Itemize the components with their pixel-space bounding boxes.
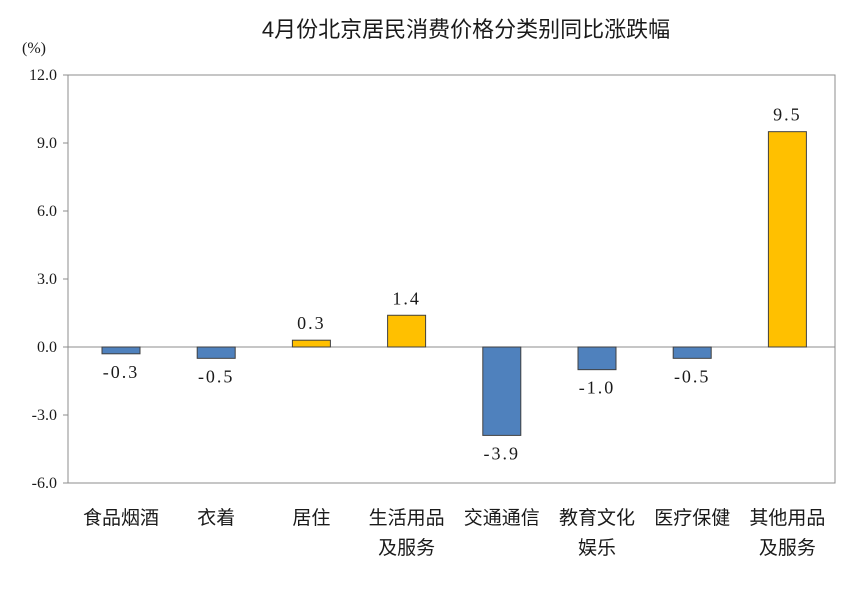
y-tick-label: 12.0 (29, 67, 57, 84)
bar-8 (767, 131, 807, 348)
data-label: -0.5 (674, 366, 711, 386)
chart-title: 4月份北京居民消费价格分类别同比涨跌幅 (262, 17, 670, 42)
data-label: 0.3 (297, 313, 326, 333)
x-category-label: 其他用品及服务 (749, 507, 825, 559)
y-tick-label: -3.0 (32, 407, 57, 424)
y-tick-label: 3.0 (37, 271, 57, 288)
data-label: -0.5 (198, 366, 235, 386)
x-category-label: 居住 (292, 507, 330, 529)
x-category-label: 食品烟酒 (83, 507, 159, 529)
bar-7 (672, 346, 712, 359)
y-tick-label: 6.0 (37, 203, 57, 220)
data-label: 1.4 (392, 288, 421, 308)
plot-area (67, 74, 836, 484)
data-label: 9.5 (773, 105, 802, 125)
y-tick-label: 9.0 (37, 135, 57, 152)
bar-3 (291, 339, 331, 348)
x-category-label: 交通通信 (464, 507, 540, 529)
bar-series (101, 131, 807, 436)
data-labels: -0.3 -0.5 0.3 1.4 -3.9 -1.0 -0.5 9.5 (103, 105, 802, 464)
bar-6 (577, 346, 617, 371)
bar-2 (196, 346, 236, 359)
y-axis-unit: (%) (22, 40, 46, 57)
y-axis: 12.0 9.0 6.0 3.0 0.0 -3.0 -6.0 (29, 67, 835, 492)
data-label: -3.9 (484, 443, 521, 463)
y-tick-label: 0.0 (37, 339, 57, 356)
data-label: -1.0 (579, 378, 616, 398)
bar-1 (101, 346, 141, 355)
data-label: -0.3 (103, 362, 140, 382)
x-category-label: 教育文化娱乐 (559, 507, 635, 559)
x-category-label: 医疗保健 (654, 507, 730, 529)
bar-5 (482, 346, 522, 436)
x-category-label: 衣着 (197, 507, 235, 529)
y-tick-label: -6.0 (32, 475, 57, 492)
bar-4 (387, 314, 427, 348)
x-category-label: 生活用品及服务 (369, 507, 445, 559)
